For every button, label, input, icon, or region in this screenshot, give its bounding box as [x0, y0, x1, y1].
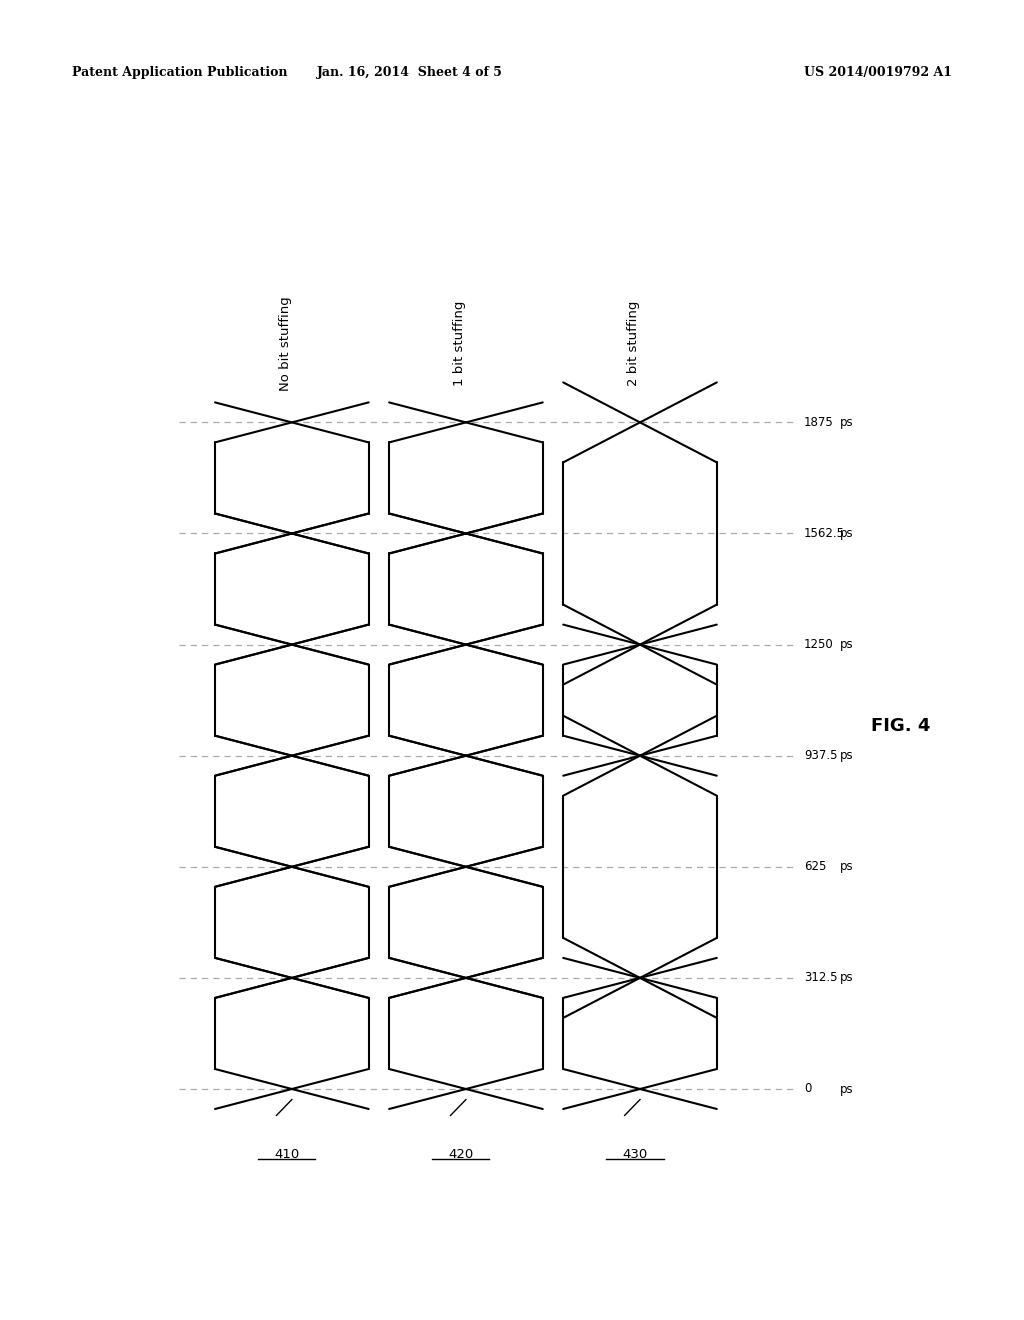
Text: 420: 420: [449, 1148, 473, 1162]
Text: ps: ps: [840, 972, 853, 985]
Text: ps: ps: [840, 1082, 853, 1096]
Text: Patent Application Publication: Patent Application Publication: [72, 66, 287, 79]
Text: FIG. 4: FIG. 4: [871, 717, 931, 735]
Text: ps: ps: [840, 416, 853, 429]
Text: 1250: 1250: [804, 638, 834, 651]
Text: 312.5: 312.5: [804, 972, 838, 985]
Text: 2 bit stuffing: 2 bit stuffing: [627, 301, 640, 385]
Text: ps: ps: [840, 638, 853, 651]
Text: 1 bit stuffing: 1 bit stuffing: [453, 301, 466, 385]
Text: No bit stuffing: No bit stuffing: [279, 296, 292, 391]
Text: 1562.5: 1562.5: [804, 527, 845, 540]
Text: 937.5: 937.5: [804, 750, 838, 762]
Text: 0: 0: [804, 1082, 811, 1096]
Text: Jan. 16, 2014  Sheet 4 of 5: Jan. 16, 2014 Sheet 4 of 5: [316, 66, 503, 79]
Text: ps: ps: [840, 861, 853, 874]
Text: 1875: 1875: [804, 416, 834, 429]
Text: 625: 625: [804, 861, 826, 874]
Text: 410: 410: [274, 1148, 299, 1162]
Text: ps: ps: [840, 527, 853, 540]
Text: 430: 430: [623, 1148, 647, 1162]
Text: ps: ps: [840, 750, 853, 762]
Text: US 2014/0019792 A1: US 2014/0019792 A1: [804, 66, 952, 79]
